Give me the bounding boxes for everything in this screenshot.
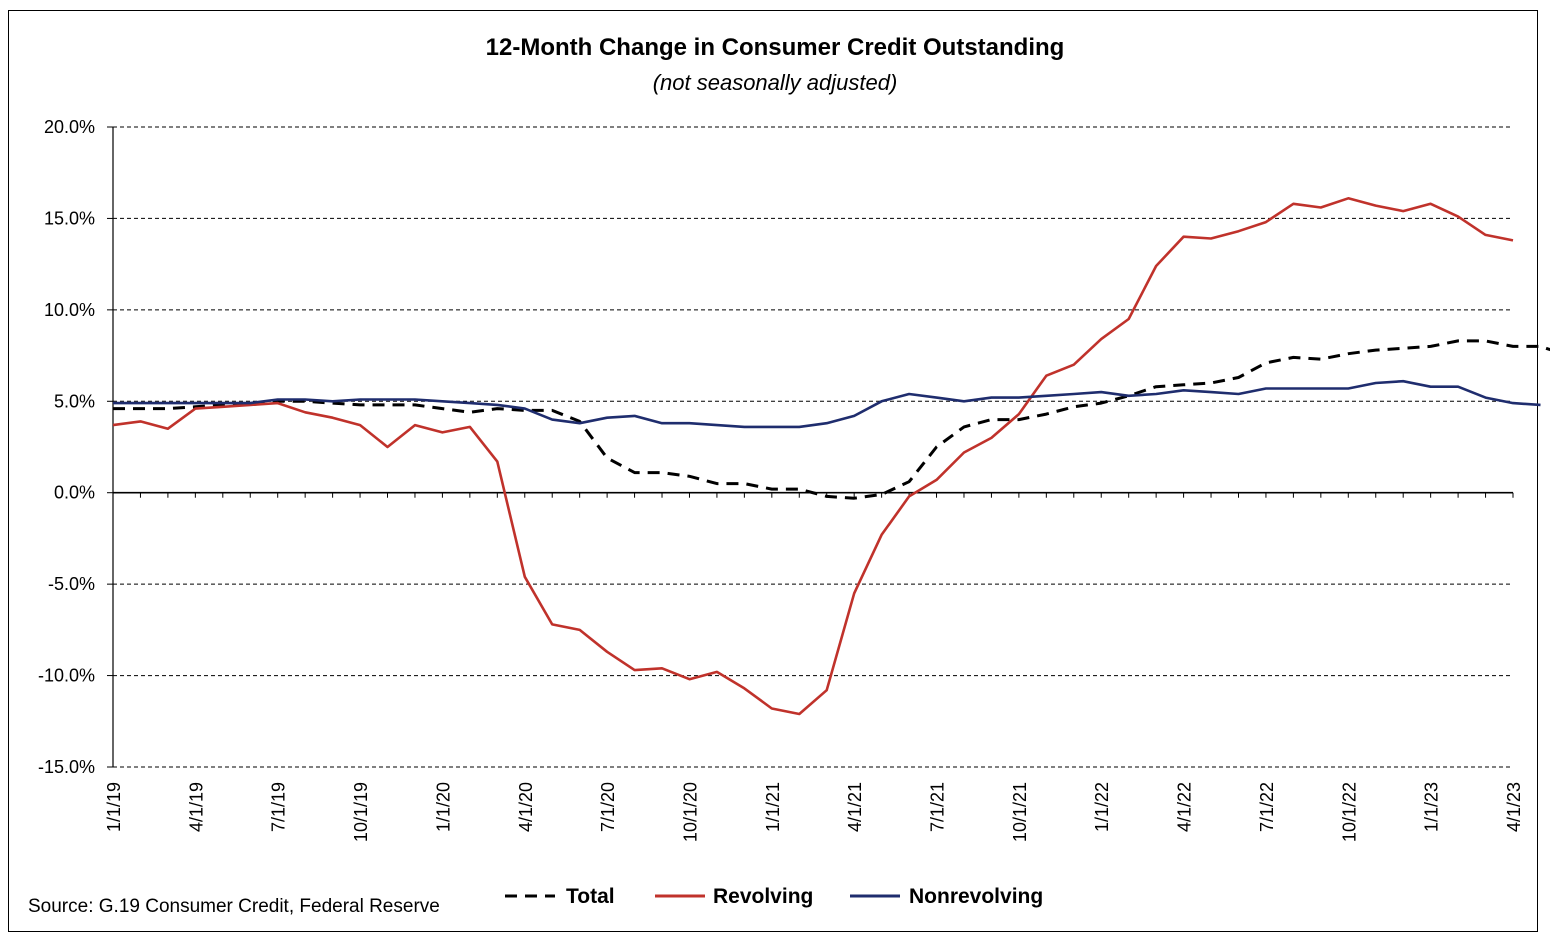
legend-nonrevolving-label: Nonrevolving — [909, 885, 1043, 908]
x-tick-label: 4/1/22 — [1175, 782, 1195, 832]
x-tick-label: 10/1/19 — [351, 782, 371, 842]
y-tick-label: 0.0% — [54, 483, 95, 503]
y-tick-label: 20.0% — [44, 117, 95, 137]
x-tick-label: 1/1/22 — [1092, 782, 1112, 832]
x-tick-label: 4/1/20 — [516, 782, 536, 832]
chart-subtitle: (not seasonally adjusted) — [653, 70, 898, 95]
source-note: Source: G.19 Consumer Credit, Federal Re… — [28, 896, 440, 917]
legend: Total Revolving Nonrevolving — [505, 885, 1043, 908]
series-lines — [112, 197, 1550, 716]
y-tick-label: 15.0% — [44, 208, 95, 228]
x-tick-label: 7/1/21 — [928, 782, 948, 832]
x-tick-label: 7/1/22 — [1257, 782, 1277, 832]
x-tick-label: 4/1/19 — [186, 782, 206, 832]
gridlines — [113, 126, 1513, 768]
y-tick-label: -10.0% — [38, 666, 95, 686]
series-line-nonrevolving — [113, 379, 1541, 429]
x-tick-label: 10/1/21 — [1010, 782, 1030, 842]
x-tick-label: 7/1/19 — [269, 782, 289, 832]
axes — [107, 126, 1514, 768]
legend-revolving-label: Revolving — [713, 885, 813, 908]
x-tick-label: 4/1/21 — [845, 782, 865, 832]
chart-frame — [8, 10, 1538, 932]
y-tick-label: -5.0% — [48, 574, 95, 594]
x-tick-label: 7/1/20 — [598, 782, 618, 832]
x-tick-label: 10/1/20 — [680, 782, 700, 842]
x-tick-label: 10/1/22 — [1339, 782, 1359, 842]
x-tick-label: 1/1/20 — [433, 782, 453, 832]
series-line-revolving — [112, 197, 1514, 716]
chart-title: 12-Month Change in Consumer Credit Outst… — [486, 34, 1065, 61]
x-tick-label: 4/1/23 — [1504, 782, 1524, 832]
y-tick-labels: 20.0% 15.0% 10.0% 5.0% 0.0% -5.0% -10.0% -15.0% — [38, 117, 95, 777]
x-tick-labels: 1/1/19 4/1/19 7/1/19 10/1/19 1/1/20 4/1/20 7/1… — [104, 782, 1524, 842]
series-line-total — [113, 339, 1550, 500]
legend-total-label: Total — [566, 885, 615, 908]
x-tick-label: 1/1/21 — [763, 782, 783, 832]
y-tick-label: 5.0% — [54, 391, 95, 411]
y-tick-label: -15.0% — [38, 757, 95, 777]
y-tick-label: 10.0% — [44, 300, 95, 320]
x-tick-label: 1/1/23 — [1422, 782, 1442, 832]
x-tick-label: 1/1/19 — [104, 782, 124, 832]
